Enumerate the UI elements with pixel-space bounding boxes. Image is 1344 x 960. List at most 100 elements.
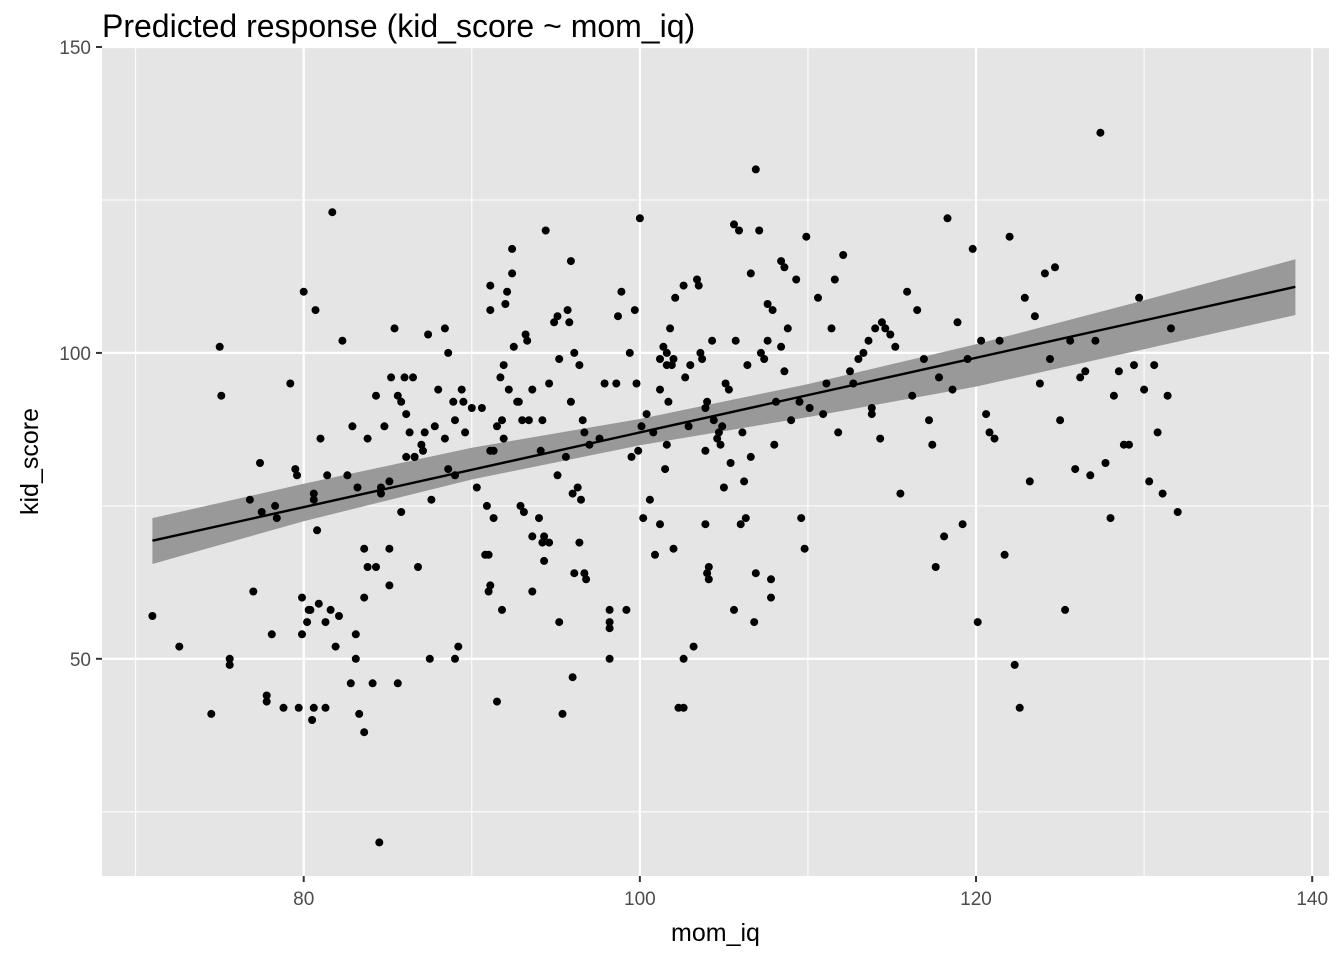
data-point	[225, 660, 234, 669]
data-point	[338, 336, 347, 345]
data-point	[605, 654, 614, 663]
data-point	[414, 563, 422, 571]
data-point	[393, 679, 402, 688]
y-tick-label: 150	[59, 38, 91, 59]
data-point	[770, 440, 779, 449]
data-point	[553, 471, 562, 480]
data-point	[726, 459, 735, 467]
x-tick-label: 80	[293, 889, 314, 910]
data-point	[501, 300, 510, 308]
data-point	[867, 404, 876, 412]
data-point	[1130, 361, 1138, 370]
data-point	[854, 355, 863, 363]
data-point	[1150, 361, 1159, 370]
data-point	[257, 508, 266, 516]
data-point	[719, 483, 728, 492]
data-point	[303, 618, 312, 627]
data-point	[935, 373, 943, 382]
data-point	[314, 599, 323, 608]
data-point	[580, 569, 589, 578]
data-point	[405, 428, 414, 437]
data-point	[662, 440, 671, 449]
data-point	[755, 226, 764, 235]
data-point	[738, 428, 747, 437]
data-point	[822, 379, 831, 388]
data-point	[563, 306, 572, 315]
data-point	[309, 489, 318, 498]
data-point	[321, 618, 330, 627]
data-point	[385, 581, 394, 590]
data-point	[704, 563, 713, 571]
data-point	[689, 642, 698, 651]
data-point	[256, 459, 264, 467]
data-point	[741, 514, 750, 523]
data-point	[977, 336, 986, 345]
data-point	[876, 434, 885, 443]
data-point	[681, 373, 690, 382]
data-point	[419, 446, 427, 455]
data-point	[669, 355, 678, 363]
data-point	[735, 226, 743, 235]
data-point	[864, 336, 873, 345]
y-axis-title: kid_score	[16, 408, 44, 515]
data-point	[767, 593, 775, 602]
data-point	[622, 605, 631, 614]
data-point	[306, 605, 315, 614]
data-point	[701, 520, 710, 529]
data-point	[802, 232, 811, 241]
data-point	[617, 287, 626, 296]
data-point	[1025, 477, 1034, 486]
data-point	[503, 287, 512, 296]
data-point	[536, 446, 545, 455]
data-point	[518, 416, 527, 425]
data-point	[410, 452, 419, 461]
data-point	[316, 434, 325, 443]
data-point	[985, 428, 994, 437]
data-point	[714, 428, 723, 437]
data-point	[484, 550, 493, 559]
y-tick-label: 100	[59, 344, 91, 365]
data-point	[372, 391, 380, 400]
data-point	[1091, 336, 1100, 345]
data-point	[291, 465, 300, 474]
data-points	[148, 128, 1182, 847]
data-point	[424, 330, 433, 339]
data-point	[425, 654, 434, 663]
data-point	[293, 471, 301, 480]
data-point	[679, 654, 688, 663]
data-point	[528, 587, 537, 596]
major-gridlines	[102, 45, 1329, 876]
data-point	[679, 281, 688, 290]
data-point	[661, 465, 670, 474]
data-point	[459, 397, 468, 406]
data-point	[694, 281, 703, 290]
data-point	[498, 416, 506, 425]
data-point	[704, 575, 713, 584]
data-point	[363, 434, 372, 443]
x-tick-label: 120	[960, 889, 992, 910]
data-point	[580, 428, 589, 437]
data-point	[792, 275, 801, 284]
data-point	[311, 306, 320, 315]
y-axis-ticks: 50 100 150	[59, 38, 102, 671]
data-point	[600, 379, 609, 388]
data-point	[397, 508, 406, 516]
data-point	[1051, 263, 1059, 272]
data-point	[262, 691, 271, 700]
data-point	[545, 379, 554, 388]
data-point	[913, 306, 922, 315]
data-point	[919, 355, 928, 363]
data-point	[1005, 232, 1014, 241]
data-point	[363, 563, 372, 571]
data-point	[746, 269, 755, 278]
confidence-ribbon	[152, 259, 1296, 564]
data-point	[928, 440, 937, 449]
data-point	[1010, 660, 1019, 669]
data-point	[1076, 373, 1085, 382]
data-point	[671, 293, 680, 302]
data-point	[639, 514, 648, 523]
x-tick-label: 100	[624, 889, 656, 910]
data-point	[943, 214, 952, 223]
data-point	[454, 642, 463, 651]
data-point	[346, 679, 355, 688]
